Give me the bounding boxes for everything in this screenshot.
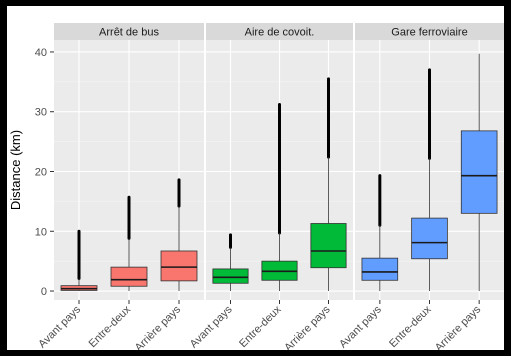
y-tick-label: 0 <box>41 286 47 298</box>
box-body <box>310 223 347 269</box>
chart-frame: Arrêt de bus Avant pays Entre-deux Arrière … <box>7 6 504 350</box>
x-tick-label: Arrière pays <box>433 303 484 350</box>
x-tick-label: Entre-deux <box>237 303 284 350</box>
facet-strip-gare-ferroviaire <box>355 23 504 40</box>
box-body <box>361 257 399 281</box>
y-tick-label: 20 <box>35 166 47 178</box>
box-gare-ferroviaire-entre-deux <box>411 68 448 292</box>
box-body <box>160 250 198 282</box>
box-body <box>212 268 249 284</box>
box-body <box>411 217 448 260</box>
box-arr-t-de-bus-arri-re-pays <box>160 178 198 292</box>
y-axis-title: Distance (km) <box>8 130 23 210</box>
facet-strip-aire-de-covoit <box>206 23 353 40</box>
x-tick-label: Avant pays <box>36 303 83 350</box>
y-tick-label: 40 <box>35 47 47 59</box>
box-gare-ferroviaire-avant-pays <box>361 174 399 292</box>
x-tick-label: Entre-deux <box>387 303 434 350</box>
box-body <box>460 130 498 214</box>
y-tick-label: 10 <box>35 226 47 238</box>
x-tick-label: Avant pays <box>188 303 235 350</box>
y-tick-label: 30 <box>35 107 47 119</box>
box-aire-de-covoit-avant-pays <box>212 233 249 292</box>
x-tick-label: Arrière pays <box>282 303 333 350</box>
x-tick-label: Arrière pays <box>133 303 184 350</box>
box-gare-ferroviaire-arri-re-pays <box>460 53 498 292</box>
box-aire-de-covoit-entre-deux <box>261 103 298 292</box>
x-tick-label: Avant pays <box>337 303 384 350</box>
facet-strip-arr-t-de-bus <box>54 23 204 40</box>
box-body <box>110 266 148 287</box>
facet-strip-label: Aire de covoit. <box>245 27 315 39</box>
box-arr-t-de-bus-avant-pays <box>60 229 98 292</box>
x-tick-label: Entre-deux <box>87 303 134 350</box>
facet-strip-label: Gare ferroviaire <box>391 27 467 39</box>
box-arr-t-de-bus-entre-deux <box>110 195 148 292</box>
facet-strip-label: Arrêt de bus <box>99 27 159 39</box>
box-aire-de-covoit-arri-re-pays <box>310 77 347 292</box>
